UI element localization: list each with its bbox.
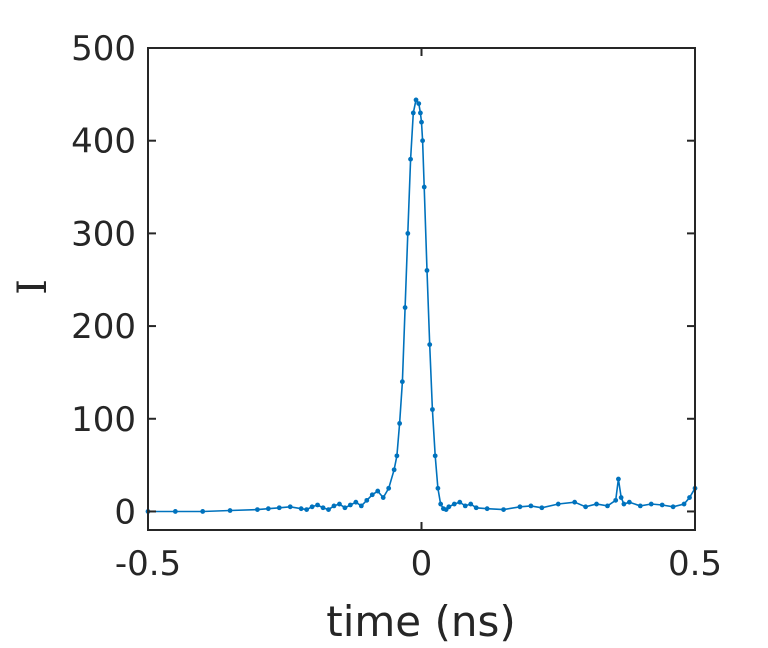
data-point <box>375 488 381 494</box>
data-point <box>413 97 419 103</box>
y-tick-label: 200 <box>71 307 136 347</box>
data-point <box>484 506 490 512</box>
data-point <box>364 497 370 503</box>
data-point <box>517 504 523 510</box>
data-point <box>287 504 293 510</box>
data-point <box>309 504 315 510</box>
data-point <box>687 495 692 500</box>
data-point <box>594 501 599 507</box>
data-point <box>681 501 687 507</box>
data-point <box>405 230 411 236</box>
data-point <box>637 503 643 509</box>
data-point <box>555 501 561 507</box>
data-point <box>501 507 506 513</box>
data-point <box>200 509 206 514</box>
data-point <box>391 467 397 473</box>
data-point <box>172 509 178 514</box>
y-tick-label: 100 <box>71 400 136 440</box>
y-tick-label: 400 <box>71 122 136 162</box>
data-point <box>331 503 337 509</box>
y-tick-label: 500 <box>71 29 136 69</box>
y-tick-label: 0 <box>114 492 136 532</box>
data-point <box>539 505 545 511</box>
data-point <box>430 407 435 412</box>
data-point <box>446 504 452 510</box>
y-axis-label: I <box>10 279 56 295</box>
x-tick-label: 0.5 <box>668 544 722 584</box>
data-point <box>670 504 676 510</box>
plot-area <box>145 97 698 514</box>
axis-ticks: -0.5 0 0.5 0 100 200 300 400 500 <box>71 29 722 584</box>
data-point <box>572 499 578 505</box>
data-point <box>369 492 375 498</box>
data-point <box>424 268 430 273</box>
data-point <box>326 507 331 513</box>
data-point <box>528 503 534 509</box>
data-point <box>421 184 427 190</box>
data-point <box>420 138 425 144</box>
data-point <box>265 506 271 512</box>
data-point <box>435 485 441 491</box>
x-axis-label: time (ns) <box>326 597 516 646</box>
data-point <box>298 506 304 512</box>
x-tick-label: 0 <box>411 544 433 584</box>
data-point <box>419 119 424 125</box>
data-point <box>616 476 621 482</box>
data-point <box>337 501 342 507</box>
data-point <box>432 453 438 459</box>
data-point <box>416 101 422 107</box>
data-point <box>342 505 348 511</box>
data-point <box>468 501 474 507</box>
data-point <box>618 495 624 500</box>
data-point <box>380 495 386 500</box>
data-point <box>418 110 423 116</box>
data-point <box>255 507 260 513</box>
data-point <box>451 501 457 507</box>
data-point <box>427 342 433 348</box>
data-point <box>659 502 665 508</box>
y-tick-label: 300 <box>71 214 136 254</box>
data-point <box>399 379 405 385</box>
data-point <box>408 156 413 162</box>
data-point <box>621 501 627 507</box>
data-point <box>227 508 233 513</box>
data-point <box>438 501 444 507</box>
data-point <box>473 505 479 511</box>
data-point <box>648 501 654 507</box>
data-point <box>394 453 400 459</box>
data-point <box>397 421 403 426</box>
data-point <box>358 503 364 509</box>
data-point <box>613 497 619 503</box>
data-point <box>276 505 282 511</box>
data-point <box>457 499 463 505</box>
data-point <box>410 110 416 116</box>
data-point <box>626 499 632 505</box>
data-point <box>462 503 468 509</box>
data-point <box>353 499 359 505</box>
series-line <box>148 98 696 513</box>
data-point <box>386 485 392 491</box>
data-point <box>320 505 326 511</box>
x-tick-label: -0.5 <box>115 544 181 584</box>
data-point <box>402 305 408 310</box>
data-point <box>315 502 320 508</box>
data-point <box>605 503 610 509</box>
data-point <box>347 502 353 508</box>
data-point <box>583 504 588 510</box>
data-point <box>304 507 310 513</box>
